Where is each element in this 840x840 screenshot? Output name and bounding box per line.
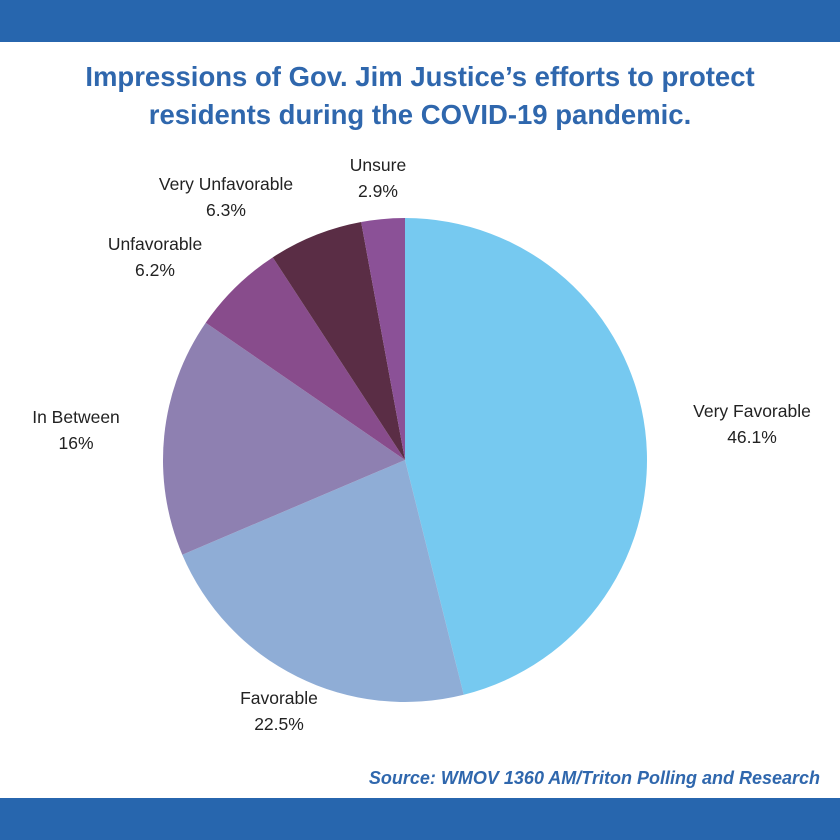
pie-slice-very-favorable [405,218,647,695]
chart-title-line-1: Impressions of Gov. Jim Justice’s effort… [85,61,755,92]
slice-label-name: Very Unfavorable [158,174,294,194]
slice-label-unsure: Unsure 2.9% [278,152,478,204]
slice-label-name: In Between [32,407,120,427]
slice-label-name: Favorable [240,688,318,708]
slice-label-favorable: Favorable 22.5% [179,685,379,737]
pie-slice-very-unfavorable [272,222,405,460]
slice-label-value: 16% [58,433,94,453]
slice-label-in-between: In Between 16% [0,404,176,456]
slice-label-name: Unfavorable [107,234,203,254]
chart-title: Impressions of Gov. Jim Justice’s effort… [20,58,820,134]
slice-label-unfavorable: Unfavorable 6.2% [55,231,255,283]
pie-slice-favorable [182,460,464,703]
pie-slice-in-between [162,322,405,555]
source-note: Source: WMOV 1360 AM/Triton Polling and … [368,768,820,788]
slice-label-very-favorable: Very Favorable 46.1% [652,398,840,450]
slice-label-value: 2.9% [358,181,398,201]
pie-slice-unfavorable [205,257,405,460]
slice-label-name: Unsure [349,155,407,175]
chart-title-line-2: residents during the COVID-19 pandemic. [148,99,692,130]
bottom-frame-bar [0,798,840,840]
pie-slice-unsure [361,218,405,460]
slice-label-value: 22.5% [254,714,304,734]
slice-label-value: 46.1% [727,427,777,447]
top-frame-bar [0,0,840,42]
slice-label-value: 6.2% [135,260,175,280]
slice-label-name: Very Favorable [693,401,811,421]
slice-label-value: 6.3% [206,200,246,220]
slice-label-very-unfavorable: Very Unfavorable 6.3% [126,171,326,223]
